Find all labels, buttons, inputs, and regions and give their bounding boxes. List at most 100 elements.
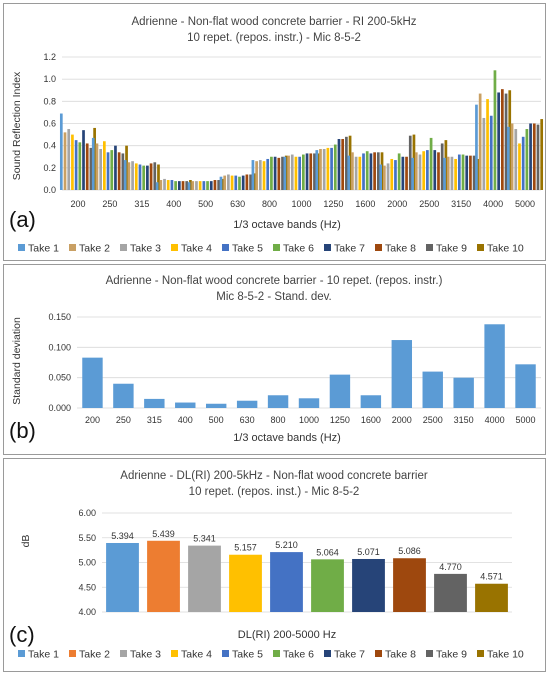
chart-a-bar [322,148,326,190]
chart-b-y-axis-label: Standard deviation [11,317,23,405]
chart-a-bar [351,152,354,190]
chart-b-bar [484,324,505,408]
chart-a-bar [354,156,358,190]
chart-a-bar [433,150,437,190]
chart-a-bar [266,158,270,190]
chart-a-bar [217,180,220,190]
chart-a-bar [478,93,482,190]
chart-a-x-tick-label: 4000 [483,199,503,209]
chart-b-x-tick-label: 500 [209,415,224,425]
chart-c-bar [475,583,508,612]
chart-b-x-tick-label: 4000 [485,415,505,425]
chart-a-bar [422,151,426,190]
chart-a-bar [241,175,245,190]
chart-a-bar [330,147,333,190]
chart-a-bar [238,176,241,190]
chart-a: Adrienne - Non-flat wood concrete barrie… [9,16,544,255]
chart-b-x-tick-label: 200 [85,415,100,425]
chart-a-legend-swatch [120,244,127,251]
chart-a-bar [251,160,255,190]
chart-a-bar [412,134,416,190]
chart-a-bar [230,175,234,190]
chart-a-bar [142,165,146,190]
chart-a-y-axis-label: Sound Reflection Index [11,71,23,180]
chart-a-legend-label: Take 1 [28,243,59,255]
chart-a-bar [518,143,521,190]
chart-a-bar [195,181,198,190]
chart-b: Adrienne - Non-flat wood concrete barrie… [9,275,541,444]
chart-a-bar [540,119,544,190]
chart-b-bar [113,383,134,408]
chart-a-panel-label: (a) [9,207,36,232]
chart-a-bar [131,161,134,190]
chart-b-x-axis-label: 1/3 octave bands (Hz) [233,432,341,444]
chart-c-bar [434,573,467,612]
chart-a-bar [177,181,181,190]
chart-a-bar [252,173,256,190]
chart-b-x-tick-label: 630 [240,415,255,425]
chart-a-bar [440,143,444,190]
chart-a-y-tick-label: 0.8 [43,96,56,106]
chart-c: Adrienne - DL(RI) 200-5kHz - Non-flat wo… [9,470,524,661]
chart-a-bar [114,145,117,190]
chart-c-legend-label: Take 7 [334,649,365,661]
chart-a-bar [493,70,497,190]
chart-a-bar [91,137,95,190]
chart-c-data-label: 5.157 [234,543,257,553]
chart-c-bar [270,552,303,612]
chart-a-bar [514,129,518,190]
chart-a-bar [121,153,125,190]
chart-a-bar [258,160,262,190]
chart-a-bar [153,162,157,190]
chart-a-bar [284,155,288,190]
chart-a-bar [429,137,433,190]
chart-c-legend-label: Take 9 [436,649,467,661]
chart-a-bar [287,155,290,190]
chart-a-legend-swatch [324,244,331,251]
chart-a-bar [298,156,301,190]
chart-a-legend-label: Take 6 [283,243,314,255]
chart-a-bar [78,142,82,190]
chart-a-bar [103,141,106,190]
chart-c-legend-label: Take 6 [283,649,314,661]
chart-a-bar [379,164,382,190]
chart-a-bar [255,161,258,190]
chart-c-legend-swatch [18,650,25,657]
chart-a-bar [63,132,67,190]
chart-a-title-line2: 10 repet. (repos. instr.) - Mic 8-5-2 [187,32,361,44]
chart-a-bar [82,130,85,190]
chart-a-y-tick-label: 1.2 [43,52,56,62]
chart-c-bar [147,540,180,612]
chart-a-bar [302,154,305,190]
chart-a-legend-label: Take 4 [181,243,212,255]
chart-a-bar [390,158,394,190]
chart-c-x-axis-label: DL(RI) 200-5000 Hz [238,629,336,641]
chart-a-bar [187,182,191,190]
chart-a-bar [277,157,281,190]
chart-a-bar [386,163,390,190]
chart-a-bar [249,174,252,190]
chart-a-y-tick-label: 1.0 [43,74,56,84]
chart-c-legend-swatch [273,650,280,657]
chart-c-legend-swatch [324,650,331,657]
chart-a-bar [446,156,450,190]
chart-a-bar [189,180,192,190]
chart-a-bar [414,152,418,190]
chart-a-legend-label: Take 3 [130,243,161,255]
chart-c-y-tick-label: 4.50 [78,582,96,592]
chart-a-bar [408,135,412,190]
chart-a-bar [283,156,287,190]
chart-a-bar [85,143,89,190]
chart-a-bar [501,89,504,190]
chart-a-bar [74,140,78,190]
chart-a-bar [174,181,177,190]
chart-a-bar [489,115,493,190]
panel-b: Adrienne - Non-flat wood concrete barrie… [3,264,546,455]
chart-c-y-tick-label: 6.00 [78,508,96,518]
chart-a-bar [209,181,213,190]
chart-a-bar [510,123,514,190]
chart-a-bar [348,135,352,190]
chart-b-x-tick-label: 3150 [454,415,474,425]
chart-b-x-tick-label: 5000 [516,415,536,425]
chart-c-title-line2: 10 repet. (repos. inst.) - Mic 8-5-2 [189,486,360,498]
